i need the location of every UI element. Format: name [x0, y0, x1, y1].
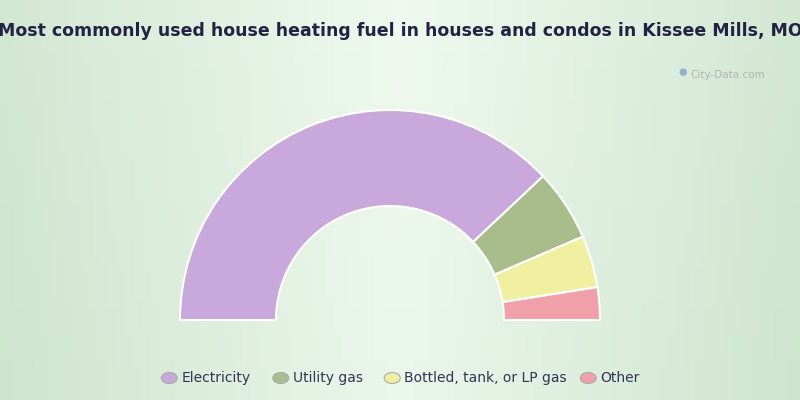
Text: Most commonly used house heating fuel in houses and condos in Kissee Mills, MO: Most commonly used house heating fuel in… [0, 22, 800, 40]
Text: Electricity: Electricity [182, 371, 250, 385]
Text: Utility gas: Utility gas [293, 371, 362, 385]
Ellipse shape [273, 372, 289, 384]
Wedge shape [180, 110, 543, 320]
Wedge shape [473, 176, 582, 275]
Wedge shape [502, 287, 600, 320]
Text: Bottled, tank, or LP gas: Bottled, tank, or LP gas [404, 371, 567, 385]
Ellipse shape [162, 372, 178, 384]
Wedge shape [494, 236, 598, 302]
Ellipse shape [384, 372, 400, 384]
Text: Other: Other [600, 371, 640, 385]
Text: City-Data.com: City-Data.com [690, 70, 765, 80]
Text: ●: ● [678, 67, 686, 77]
Ellipse shape [580, 372, 596, 384]
